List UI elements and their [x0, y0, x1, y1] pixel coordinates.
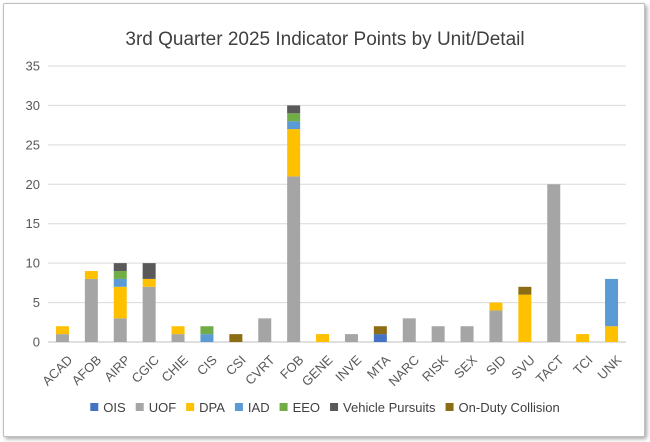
bar-segment: [402, 318, 416, 342]
bar-segment: [200, 326, 214, 335]
legend-swatch: [279, 403, 288, 411]
bar-segment: [518, 286, 532, 295]
y-tick-label: 25: [26, 137, 40, 152]
gridlines: [48, 65, 626, 343]
legend-swatch: [90, 403, 99, 411]
bar-segment: [605, 326, 619, 342]
x-tick-label: NARC: [385, 352, 422, 389]
legend-label: DPA: [199, 400, 225, 415]
bar-segment: [431, 326, 445, 342]
bar-segment: [200, 334, 214, 342]
bar-segment: [258, 318, 272, 342]
bar-segment: [576, 334, 590, 342]
bar-segment: [171, 326, 185, 335]
bar-segment: [142, 263, 156, 279]
y-axis: 0 5 10 15 20 25 30 35: [26, 59, 40, 350]
legend-swatch: [330, 403, 339, 411]
bar-segment: [113, 278, 127, 287]
bar-segment: [142, 286, 156, 342]
legend-label: On-Duty Collision: [459, 400, 560, 415]
bar-segment: [518, 294, 532, 342]
bar-segment: [316, 334, 330, 342]
x-tick-label: GENE: [299, 352, 336, 389]
x-tick-label: SID: [483, 352, 509, 378]
bar-segment: [113, 263, 127, 272]
legend-swatch: [445, 403, 454, 411]
bar-segment: [373, 334, 387, 342]
y-tick-label: 35: [26, 59, 40, 74]
y-tick-label: 30: [26, 98, 40, 113]
legend-label: OIS: [103, 400, 126, 415]
x-tick-label: CGIC: [128, 352, 162, 386]
y-tick-label: 20: [26, 177, 40, 192]
bar-segment: [373, 326, 387, 335]
bar-segment: [460, 326, 474, 342]
bar-segment: [84, 271, 98, 279]
bar-segment: [344, 334, 358, 342]
x-tick-label: CHIE: [158, 352, 191, 385]
bars: [55, 105, 619, 342]
y-tick-label: 0: [33, 335, 40, 350]
y-tick-label: 15: [26, 216, 40, 231]
bar-segment: [547, 184, 561, 342]
bar-segment: [113, 286, 127, 319]
bar-segment: [55, 334, 69, 342]
x-tick-label: RISK: [419, 352, 451, 384]
x-tick-label: SEX: [451, 352, 480, 381]
bar-segment: [605, 278, 619, 327]
bar-segment: [55, 326, 69, 335]
bar-segment: [229, 334, 243, 342]
x-tick-label: ACAD: [39, 352, 75, 388]
legend-label: UOF: [149, 400, 177, 415]
x-tick-label: UNK: [594, 352, 624, 382]
bar-segment: [171, 334, 185, 342]
legend-swatch: [186, 403, 195, 411]
y-tick-label: 10: [26, 256, 40, 271]
bar-segment: [287, 121, 301, 130]
legend-swatch: [234, 403, 243, 411]
bar-segment: [489, 302, 503, 311]
bar-segment: [287, 113, 301, 122]
x-tick-label: AIRP: [101, 352, 133, 384]
bar-segment: [287, 176, 301, 342]
x-tick-label: AFOB: [69, 352, 105, 388]
bar-segment: [113, 318, 127, 342]
legend-label: EEO: [293, 400, 320, 415]
bar-segment: [287, 105, 301, 114]
chart-title: 3rd Quarter 2025 Indicator Points by Uni…: [125, 29, 524, 50]
x-tick-label: INVE: [332, 352, 364, 384]
x-tick-label: TACT: [533, 352, 567, 386]
legend-swatch: [135, 403, 144, 411]
bar-segment: [489, 310, 503, 342]
chart: 3rd Quarter 2025 Indicator Points by Uni…: [26, 29, 626, 415]
x-tick-label: CIS: [194, 352, 220, 378]
legend-label: IAD: [248, 400, 270, 415]
y-tick-label: 5: [33, 295, 40, 310]
bar-segment: [84, 278, 98, 342]
bar-segment: [142, 278, 156, 287]
x-tick-label: TCI: [570, 352, 595, 377]
bar-segment: [287, 129, 301, 177]
legend: OIS UOF DPA IAD EEO Vehicle Pursuits On-Duty C…: [90, 400, 560, 415]
chart-frame: 3rd Quarter 2025 Indicator Points by Uni…: [3, 3, 645, 437]
legend-label: Vehicle Pursuits: [343, 400, 436, 415]
x-tick-label: CVRT: [242, 352, 278, 388]
bar-segment: [113, 271, 127, 279]
